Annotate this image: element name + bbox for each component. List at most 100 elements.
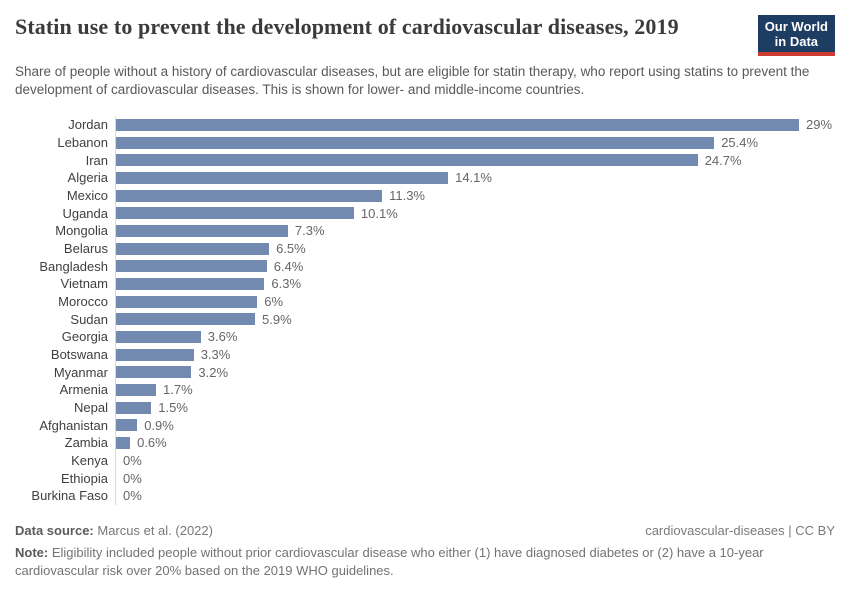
bar[interactable] bbox=[116, 154, 698, 167]
bar[interactable] bbox=[116, 260, 267, 273]
value-label: 3.3% bbox=[200, 347, 231, 363]
chart-row: Nepal 1.5% bbox=[15, 398, 835, 417]
bar[interactable] bbox=[116, 401, 152, 414]
country-label: Botswana bbox=[50, 347, 108, 363]
chart-row: Kenya 0% bbox=[15, 451, 835, 470]
bar-zone: 0% bbox=[115, 469, 835, 488]
footer: Data source: Marcus et al. (2022) cardio… bbox=[15, 522, 835, 580]
chart-row: Zambia 0.6% bbox=[15, 434, 835, 452]
bar-zone: 0.9% bbox=[115, 416, 835, 435]
country-label: Vietnam bbox=[60, 276, 108, 292]
bar-zone: 25.4% bbox=[115, 133, 835, 152]
bar-zone: 0% bbox=[115, 487, 835, 505]
bar-zone: 5.9% bbox=[115, 310, 835, 329]
country-label: Zambia bbox=[64, 435, 108, 451]
bar[interactable] bbox=[116, 207, 354, 220]
bar-zone: 11.3% bbox=[115, 186, 835, 205]
value-label: 0% bbox=[123, 488, 142, 504]
chart-row: Mexico 11.3% bbox=[15, 186, 835, 205]
chart-row: Botswana 3.3% bbox=[15, 345, 835, 364]
bar[interactable] bbox=[116, 330, 201, 343]
footer-note: Note: Eligibility included people withou… bbox=[15, 544, 805, 580]
value-label: 25.4% bbox=[721, 135, 759, 150]
bar-zone: 24.7% bbox=[115, 151, 835, 170]
country-label: Nepal bbox=[74, 400, 108, 416]
country-label: Lebanon bbox=[57, 135, 108, 150]
bar-zone: 3.6% bbox=[115, 328, 835, 346]
bar[interactable] bbox=[116, 295, 258, 308]
chart-row: Vietnam 6.3% bbox=[15, 275, 835, 293]
country-label: Belarus bbox=[63, 241, 108, 257]
chart-row: Algeria 14.1% bbox=[15, 169, 835, 187]
bar-zone: 6.4% bbox=[115, 257, 835, 276]
bar-chart: Jordan 29% Lebanon 25.4% Iran 24.7% Alge… bbox=[15, 116, 835, 505]
bar[interactable] bbox=[116, 348, 194, 361]
bar-zone: 1.5% bbox=[115, 398, 835, 417]
header: Statin use to prevent the development of… bbox=[15, 13, 835, 56]
country-label: Iran bbox=[85, 152, 108, 168]
bar[interactable] bbox=[116, 383, 156, 396]
page-title: Statin use to prevent the development of… bbox=[15, 14, 679, 39]
chart-row: Mongolia 7.3% bbox=[15, 222, 835, 240]
value-label: 7.3% bbox=[294, 223, 325, 239]
country-label: Myanmar bbox=[53, 364, 108, 380]
bar-zone: 3.2% bbox=[115, 363, 835, 382]
bar[interactable] bbox=[116, 171, 449, 184]
chart-row: Jordan 29% bbox=[15, 116, 835, 134]
bar[interactable] bbox=[116, 189, 383, 202]
bar-zone: 7.3% bbox=[115, 222, 835, 240]
chart-row: Myanmar 3.2% bbox=[15, 363, 835, 382]
bar[interactable] bbox=[116, 118, 799, 131]
country-label: Jordan bbox=[68, 117, 108, 133]
chart-subtitle: Share of people without a history of car… bbox=[15, 64, 810, 97]
bar-zone: 29% bbox=[115, 116, 835, 134]
chart-row: Armenia 1.7% bbox=[15, 381, 835, 399]
chart-row: Georgia 3.6% bbox=[15, 328, 835, 346]
country-label: Mongolia bbox=[55, 223, 108, 239]
bar-zone: 1.7% bbox=[115, 381, 835, 399]
country-label: Algeria bbox=[67, 170, 108, 186]
value-label: 5.9% bbox=[262, 311, 292, 327]
value-label: 3.2% bbox=[198, 364, 229, 380]
bar[interactable] bbox=[116, 419, 138, 432]
value-label: 6% bbox=[264, 294, 284, 310]
data-source: Data source: Marcus et al. (2022) bbox=[15, 522, 213, 539]
bar[interactable] bbox=[116, 136, 715, 149]
bar[interactable] bbox=[116, 436, 131, 449]
chart-row: Lebanon 25.4% bbox=[15, 133, 835, 152]
bar-zone: 14.1% bbox=[115, 169, 835, 187]
country-label: Bangladesh bbox=[39, 258, 108, 274]
country-label: Ethiopia bbox=[61, 470, 108, 486]
value-label: 0% bbox=[123, 470, 142, 486]
bar[interactable] bbox=[116, 242, 270, 255]
bar-zone: 6.5% bbox=[115, 239, 835, 258]
bar-zone: 0.6% bbox=[115, 434, 835, 452]
owid-logo-text: Our World in Data bbox=[764, 19, 828, 49]
bar[interactable] bbox=[116, 277, 265, 290]
chart-row: Burkina Faso 0% bbox=[15, 487, 835, 505]
bar-zone: 0% bbox=[115, 451, 835, 470]
country-label: Georgia bbox=[61, 329, 108, 345]
value-label: 1.5% bbox=[158, 400, 188, 416]
value-label: 0.6% bbox=[137, 435, 167, 451]
country-label: Afghanistan bbox=[39, 417, 108, 433]
country-label: Mexico bbox=[66, 188, 108, 204]
bar-zone: 10.1% bbox=[115, 204, 835, 223]
note-label: Note: bbox=[15, 544, 49, 560]
value-label: 0.9% bbox=[144, 417, 174, 433]
bar[interactable] bbox=[116, 313, 255, 326]
bar[interactable] bbox=[116, 366, 192, 379]
value-label: 0% bbox=[123, 453, 142, 469]
country-label: Uganda bbox=[62, 205, 108, 221]
value-label: 1.7% bbox=[163, 382, 193, 398]
value-label: 24.7% bbox=[704, 152, 742, 168]
country-label: Kenya bbox=[71, 453, 108, 469]
chart-row: Morocco 6% bbox=[15, 292, 835, 311]
value-label: 6.3% bbox=[271, 276, 302, 292]
data-source-value: Marcus et al. (2022) bbox=[93, 522, 213, 538]
value-label: 3.6% bbox=[207, 329, 238, 345]
value-label: 11.3% bbox=[389, 188, 425, 204]
bar[interactable] bbox=[116, 224, 288, 237]
data-source-label: Data source: bbox=[15, 522, 94, 538]
